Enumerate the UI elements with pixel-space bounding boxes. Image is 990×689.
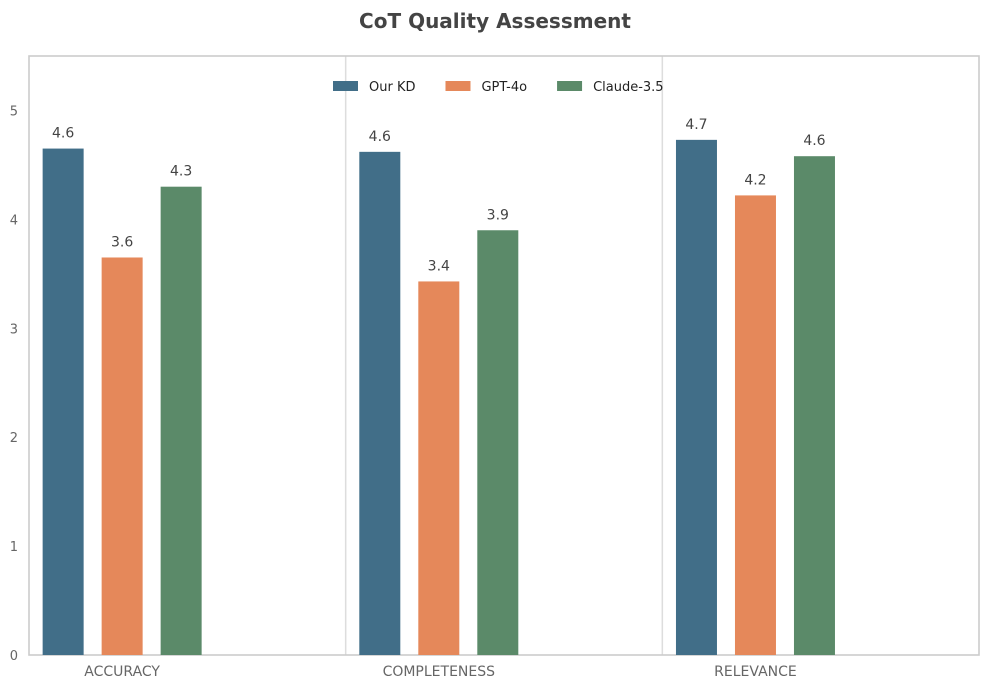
bar xyxy=(160,186,202,655)
legend-swatch xyxy=(445,81,471,91)
y-tick-label: 4 xyxy=(10,213,18,228)
data-label: 4.6 xyxy=(803,133,825,149)
bar xyxy=(793,156,835,656)
bar xyxy=(675,139,717,656)
y-tick-label: 5 xyxy=(10,104,18,119)
y-tick-label: 1 xyxy=(10,540,18,555)
legend-swatch xyxy=(557,81,583,91)
y-tick-label: 3 xyxy=(10,322,18,337)
legend: Our KD GPT-4o Claude-3.5 xyxy=(333,80,664,95)
bar xyxy=(42,148,84,655)
legend-swatch xyxy=(333,81,358,91)
bar xyxy=(359,151,401,655)
y-tick-label: 2 xyxy=(10,431,18,446)
data-label: 4.2 xyxy=(744,172,766,188)
data-label: 3.4 xyxy=(428,258,450,274)
legend-label: Claude-3.5 xyxy=(593,80,664,95)
plot-area: 0 1 2 3 4 5 ACCURACY 4.6 3.6 4.3 COMPLETENESS 4.6 3.… xyxy=(10,55,980,680)
data-label: 4.6 xyxy=(369,129,391,145)
bar xyxy=(477,230,519,655)
x-tick-label: RELEVANCE xyxy=(714,664,797,680)
x-tick-label: ACCURACY xyxy=(84,664,160,680)
data-label: 3.9 xyxy=(487,207,509,223)
legend-label: GPT-4o xyxy=(481,80,527,95)
chart-title: CoT Quality Assessment xyxy=(359,9,631,33)
bar xyxy=(734,195,776,656)
data-label: 4.3 xyxy=(170,164,192,180)
data-label: 4.6 xyxy=(52,126,74,142)
y-tick-label: 0 xyxy=(10,649,18,664)
bar xyxy=(418,281,460,655)
x-tick-label: COMPLETENESS xyxy=(383,664,496,680)
data-label: 3.6 xyxy=(111,234,133,250)
data-label: 4.7 xyxy=(685,117,707,133)
bar xyxy=(101,257,143,655)
legend-label: Our KD xyxy=(369,80,415,95)
